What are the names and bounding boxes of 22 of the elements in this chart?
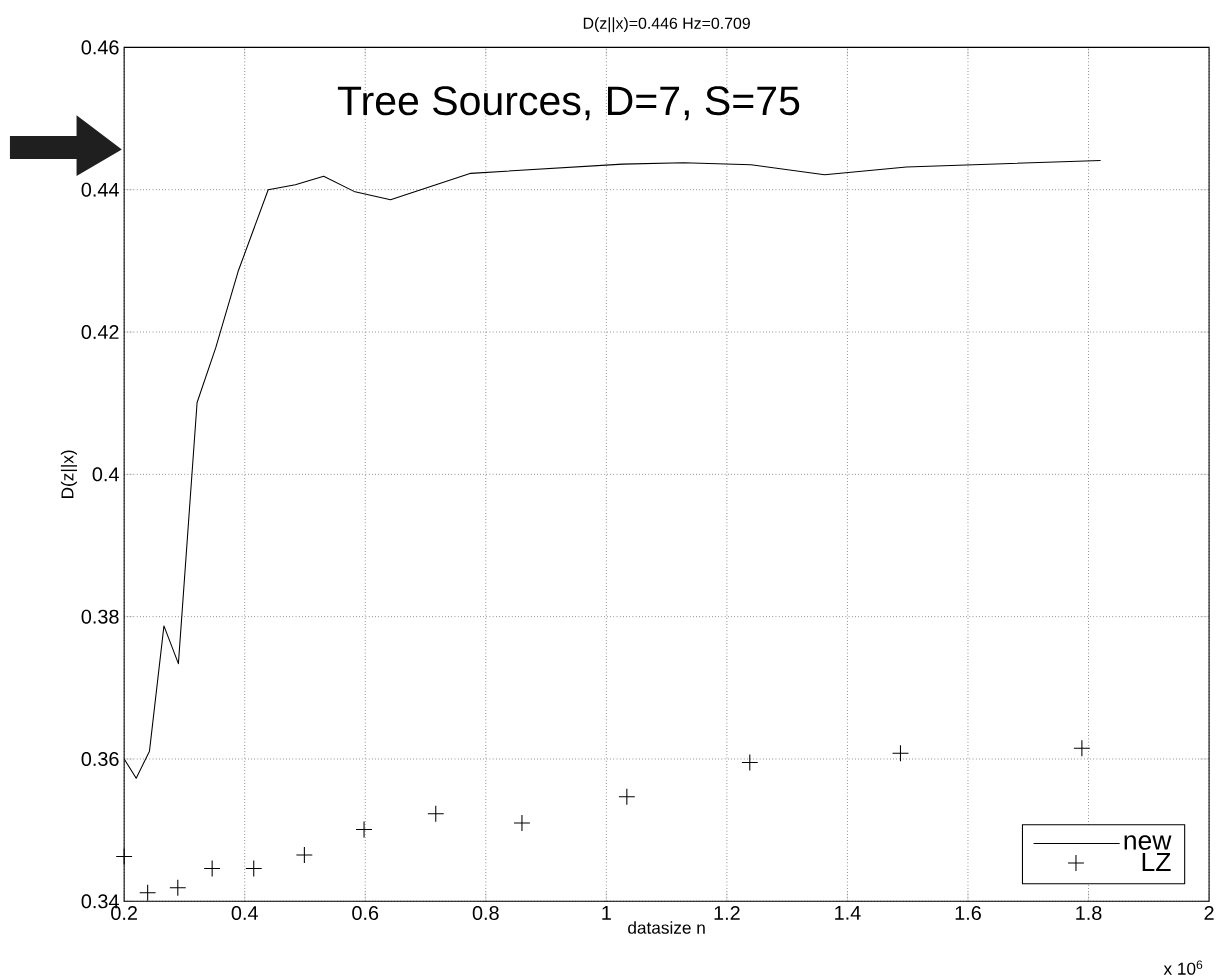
x-tick-label: 0.6 [352, 905, 379, 920]
x-tick-label: 1 [602, 905, 611, 920]
x-tick-label: 1.8 [1076, 905, 1102, 920]
y-tick-label: 0.44 [81, 182, 119, 197]
annotation: Tree Sources, D=7, S=75 [337, 86, 800, 121]
y-tick-label: 0.4 [92, 467, 119, 482]
legend-label: new [1124, 835, 1172, 850]
y-tick-label: 0.36 [81, 751, 119, 766]
y-tick-label: 0.38 [81, 609, 119, 624]
x-tick-label: 2 [1204, 905, 1214, 920]
chart-title: D(z||x)=0.446 Hz=0.709 [583, 17, 750, 33]
y-axis-title: D(z||x) [60, 450, 78, 498]
y-tick-label: 0.46 [81, 40, 119, 55]
x-tick-label: 1.6 [955, 905, 981, 920]
x-tick-label: 0.8 [472, 905, 499, 920]
x-axis-title: datasize n [628, 921, 705, 934]
x-tick-label: 1.2 [714, 905, 740, 920]
y-tick-label: 0.42 [81, 324, 119, 339]
text: x 10$^{6}$ [1163, 960, 1203, 975]
x-tick-label: 1.4 [835, 905, 861, 920]
x-tick-label: 0.4 [231, 905, 258, 920]
legend-label: LZ [1142, 852, 1171, 871]
